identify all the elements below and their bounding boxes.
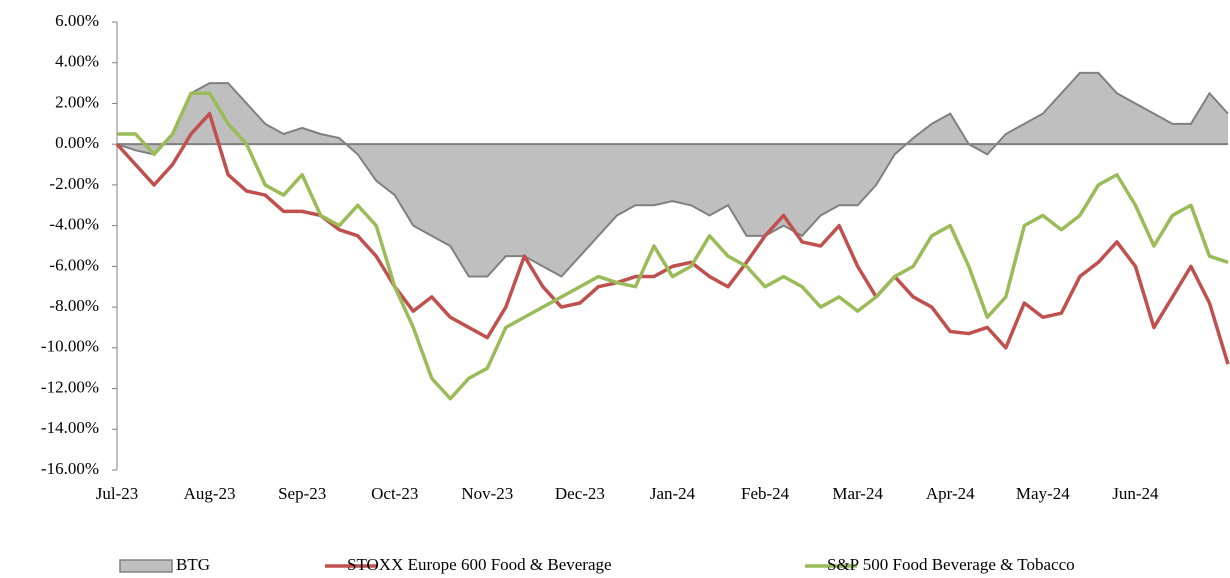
- y-tick-label: 4.00%: [55, 52, 99, 71]
- area: [117, 72, 1228, 277]
- y-tick-label: 2.00%: [55, 92, 99, 111]
- x-tick-label: Jan-24: [650, 484, 696, 503]
- line: [115, 111, 1230, 365]
- y-tick-label: -4.00%: [49, 215, 99, 234]
- legend-swatch: [119, 559, 173, 573]
- x-tick-label: Jun-24: [1112, 484, 1159, 503]
- line: [117, 91, 1229, 401]
- y-tick-label: -12.00%: [41, 377, 99, 396]
- x-tick-label: Dec-23: [555, 484, 605, 503]
- y-tick-label: -14.00%: [41, 418, 99, 437]
- legend-label: BTG: [176, 555, 210, 574]
- x-tick-label: Nov-23: [461, 484, 513, 503]
- y-tick-label: -16.00%: [41, 459, 99, 478]
- y-tick-label: -2.00%: [49, 174, 99, 193]
- y-tick-label: -10.00%: [41, 337, 99, 356]
- legend-label: S&P 500 Food Beverage & Tobacco: [827, 555, 1075, 574]
- x-tick-label: Sep-23: [278, 484, 326, 503]
- legend-label: STOXX Europe 600 Food & Beverage: [347, 555, 612, 574]
- x-tick-label: Apr-24: [926, 484, 975, 503]
- area-line: [116, 71, 1229, 278]
- y-tick-label: 6.00%: [55, 11, 99, 30]
- x-tick-label: Mar-24: [832, 484, 883, 503]
- y-tick-label: -8.00%: [49, 296, 99, 315]
- y-tick-label: -6.00%: [49, 255, 99, 274]
- x-tick-label: Feb-24: [741, 484, 790, 503]
- x-tick-label: Oct-23: [371, 484, 418, 503]
- x-tick-label: Jul-23: [96, 484, 139, 503]
- y-tick-label: 0.00%: [55, 133, 99, 152]
- x-tick-label: May-24: [1016, 484, 1070, 503]
- x-tick-label: Aug-23: [184, 484, 236, 503]
